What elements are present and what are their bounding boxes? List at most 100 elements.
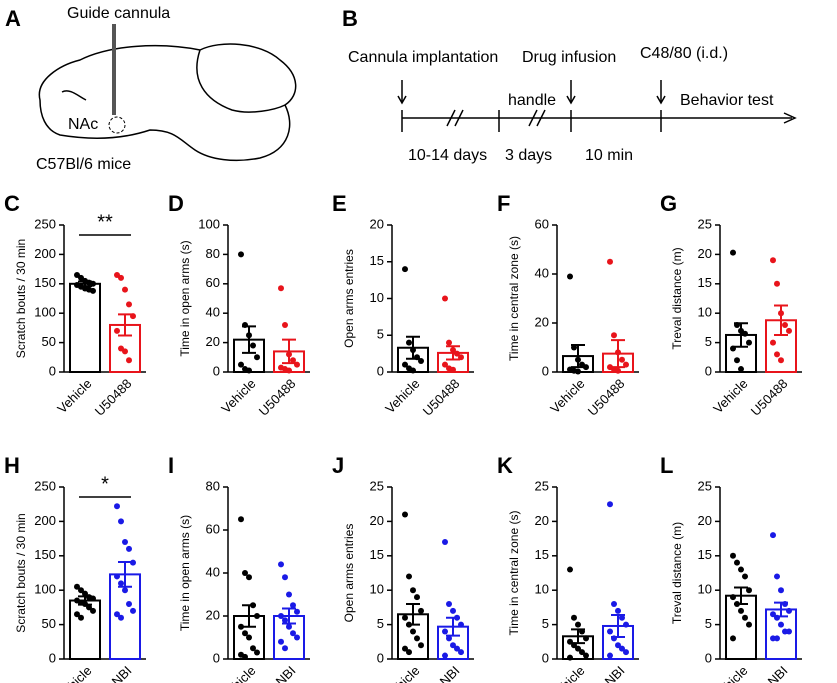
event-label: Cannula implantation <box>348 49 498 66</box>
y-axis-label: Open arms entries <box>342 249 356 348</box>
x-tick-label: nor-NBI <box>420 663 462 683</box>
data-point <box>254 354 260 361</box>
data-point <box>406 573 412 580</box>
data-point <box>254 613 260 619</box>
error-bar <box>774 304 788 336</box>
data-point <box>770 339 776 346</box>
data-point <box>442 295 448 302</box>
data-point <box>575 621 581 628</box>
y-tick-label: 100 <box>198 216 220 231</box>
x-tick-label: U50488 <box>585 376 628 419</box>
data-point <box>90 287 96 294</box>
error-bar <box>611 613 625 638</box>
data-point <box>583 652 589 659</box>
data-point <box>130 607 136 614</box>
data-point <box>786 327 792 334</box>
y-tick-label: 0 <box>542 363 549 378</box>
data-point <box>442 539 448 546</box>
interval-label: 3 days <box>505 147 552 164</box>
data-point <box>742 573 748 580</box>
y-tick-label: 10 <box>698 582 712 597</box>
brain-fold <box>61 90 87 101</box>
data-point <box>290 357 296 364</box>
data-point <box>74 583 80 590</box>
panel-letter: I <box>168 453 174 478</box>
data-point <box>738 566 744 573</box>
panel-letter: K <box>497 453 513 478</box>
y-axis-label: Time in central zone (s) <box>507 511 521 636</box>
data-point <box>246 574 252 581</box>
data-point <box>746 621 752 628</box>
data-point <box>114 327 120 334</box>
data-point <box>278 613 284 619</box>
data-point <box>286 623 292 630</box>
data-point <box>90 607 96 614</box>
error-bar <box>571 344 585 369</box>
data-point <box>254 649 260 656</box>
x-tick-label: Vehicle <box>710 663 750 683</box>
bar <box>69 282 101 373</box>
error-bar <box>446 616 460 637</box>
x-tick-label: Vehicle <box>382 376 422 416</box>
data-point <box>450 607 456 614</box>
y-tick-label: 0 <box>49 650 56 665</box>
bar <box>109 573 141 660</box>
data-point <box>114 573 120 580</box>
test-label: Behavior test <box>680 92 774 109</box>
y-axis-label: Open arms entries <box>342 524 356 623</box>
data-point <box>414 635 420 642</box>
y-tick-label: 15 <box>535 547 549 562</box>
y-tick-label: 0 <box>705 650 712 665</box>
data-point <box>615 367 621 374</box>
data-point <box>114 503 120 510</box>
y-tick-label: 0 <box>542 650 549 665</box>
y-tick-label: 50 <box>42 334 56 349</box>
y-tick-label: 5 <box>542 616 549 631</box>
x-tick-label: Vehicle <box>382 663 422 683</box>
error-bar <box>78 280 92 288</box>
error-bar <box>734 322 748 348</box>
data-point <box>623 621 629 628</box>
data-point <box>82 590 88 597</box>
data-point <box>402 361 408 368</box>
data-point <box>402 511 408 518</box>
y-tick-label: 5 <box>377 616 384 631</box>
y-tick-label: 25 <box>370 478 384 493</box>
data-point <box>122 286 128 293</box>
data-point <box>446 339 452 346</box>
interval-label: 10-14 days <box>408 147 487 164</box>
x-tick-label: Vehicle <box>218 663 258 683</box>
error-bar <box>118 313 132 337</box>
x-tick-label: U50488 <box>92 376 135 419</box>
error-bar <box>406 602 420 626</box>
data-point <box>454 645 460 652</box>
data-point <box>246 367 252 374</box>
y-axis-label: Scratch bouts / 30 min <box>14 513 28 632</box>
error-bar <box>242 604 256 628</box>
y-tick-label: 0 <box>705 363 712 378</box>
data-point <box>770 257 776 264</box>
x-tick-label: U50488 <box>748 376 791 419</box>
panel-letter: E <box>332 191 347 216</box>
error-bar <box>611 339 625 369</box>
data-point <box>278 638 284 645</box>
x-tick-label: nor-NBI <box>748 663 790 683</box>
data-point <box>619 356 625 363</box>
data-point <box>442 361 448 368</box>
data-point <box>238 516 244 523</box>
x-tick-label: Vehicle <box>547 376 587 416</box>
error-bar <box>282 607 296 625</box>
data-point <box>778 621 784 628</box>
data-point <box>282 645 288 652</box>
y-tick-label: 10 <box>535 582 549 597</box>
data-point <box>118 274 124 281</box>
data-point <box>290 630 296 637</box>
error-bar <box>774 601 788 618</box>
data-point <box>607 501 613 508</box>
data-point <box>450 642 456 649</box>
data-point <box>774 351 780 358</box>
data-point <box>290 602 296 609</box>
y-tick-label: 5 <box>705 616 712 631</box>
data-point <box>78 587 84 594</box>
data-point <box>250 342 256 349</box>
